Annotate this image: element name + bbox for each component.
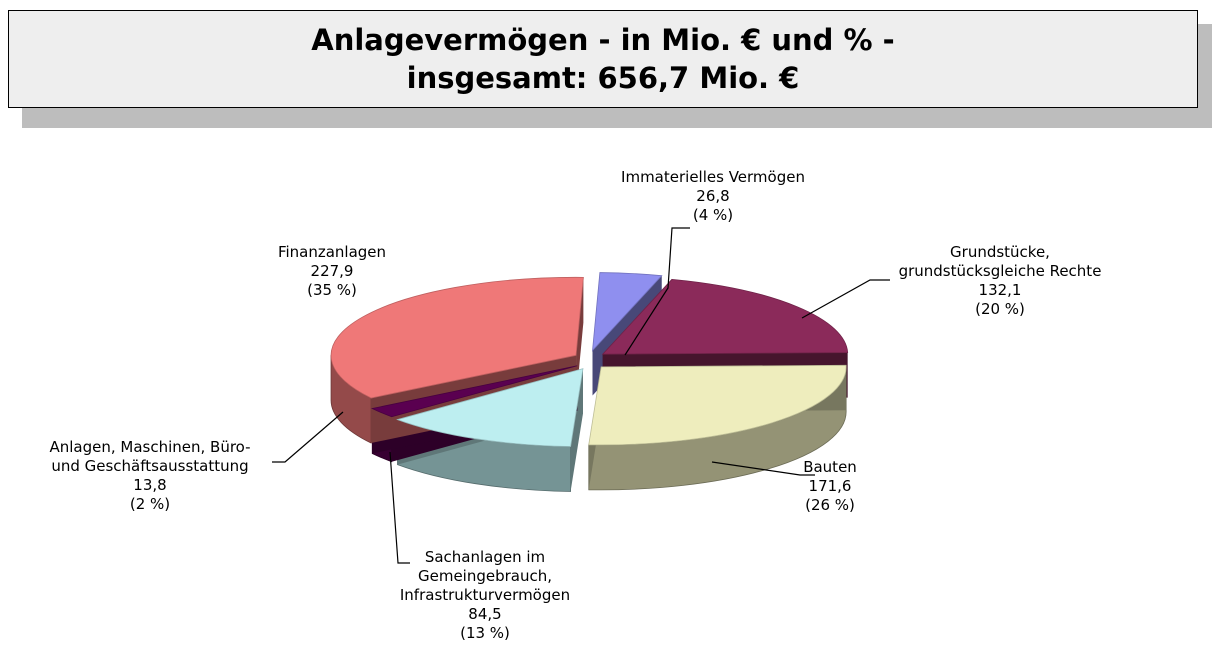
percentage-label: (20 %)	[975, 300, 1025, 318]
slice-label: Finanzanlagen 227,9 (35 %)	[278, 243, 386, 300]
leader-line	[624, 227, 690, 356]
value-label: 171,6	[808, 477, 852, 495]
slice	[592, 272, 663, 352]
value-label: 26,8	[696, 187, 730, 205]
category: Bauten	[803, 458, 857, 476]
leader-line	[801, 279, 890, 319]
slice	[371, 365, 578, 418]
leader-line	[272, 411, 344, 463]
slice-label: Anlagen, Maschinen, Büro- und Geschäftsa…	[49, 438, 250, 514]
percentage-label: (4 %)	[692, 206, 734, 224]
value-label: 132,1	[978, 281, 1022, 299]
category: Grundstücke, grundstücksgleiche Rechte	[898, 243, 1102, 280]
leader-line	[389, 451, 410, 564]
slice-wall	[576, 277, 584, 401]
value-label: 84,5	[468, 605, 502, 623]
slice-tops	[330, 272, 849, 447]
percentage-label: (2 %)	[129, 495, 171, 513]
slice	[396, 368, 584, 447]
slice	[330, 276, 584, 399]
leader-lines	[272, 227, 890, 564]
percentage-label: (26 %)	[805, 496, 855, 514]
slice	[588, 364, 847, 446]
category: Finanzanlagen	[277, 243, 387, 261]
percentage-label: (13 %)	[460, 624, 510, 642]
category: Immaterielles Vermögen	[621, 168, 805, 186]
leader-line	[711, 461, 815, 476]
category: Sachanlagen im Gemeingebrauch, Infrastru…	[399, 548, 571, 604]
chart-title: Anlagevermögen - in Mio. € und % - insge…	[311, 23, 895, 95]
value-label: 227,9	[310, 262, 354, 280]
slice-label: Bauten 171,6 (26 %)	[803, 458, 857, 515]
title-box: Anlagevermögen - in Mio. € und % - insge…	[8, 10, 1198, 108]
percentage-label: (35 %)	[307, 281, 357, 299]
slice-label: Immaterielles Vermögen 26,8 (4 %)	[621, 168, 805, 225]
category: Anlagen, Maschinen, Büro- und Geschäftsa…	[49, 438, 251, 475]
slice	[601, 278, 849, 355]
value-label: 13,8	[133, 476, 167, 494]
slice-label: Grundstücke, grundstücksgleiche Rechte 13…	[899, 243, 1102, 319]
slice-label: Sachanlagen im Gemeingebrauch, Infrastru…	[400, 548, 570, 643]
